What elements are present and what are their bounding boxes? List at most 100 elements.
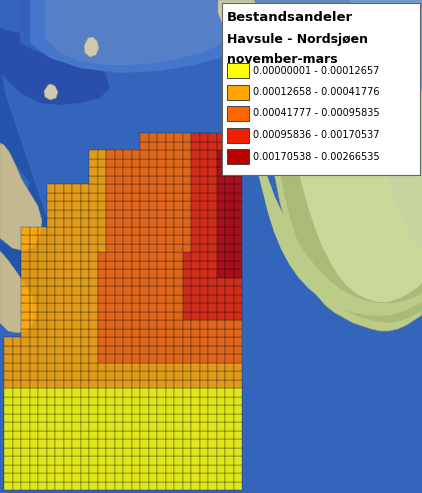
Bar xyxy=(114,430,123,439)
Bar xyxy=(225,286,233,294)
Bar xyxy=(174,448,182,456)
Bar xyxy=(157,294,165,303)
Bar xyxy=(216,482,225,490)
Bar xyxy=(140,414,149,422)
Bar xyxy=(97,244,106,252)
Bar xyxy=(140,430,149,439)
Text: Bestandsandeler: Bestandsandeler xyxy=(227,11,353,24)
Bar xyxy=(233,167,242,176)
Bar xyxy=(89,464,97,473)
Bar xyxy=(140,473,149,482)
Bar xyxy=(208,150,216,159)
Bar xyxy=(89,167,97,176)
Bar xyxy=(46,456,55,464)
Bar xyxy=(132,328,140,337)
Bar xyxy=(72,303,81,312)
Bar xyxy=(225,269,233,278)
Bar xyxy=(89,328,97,337)
Bar xyxy=(21,337,30,346)
Bar xyxy=(132,252,140,260)
Bar xyxy=(4,482,13,490)
Bar xyxy=(63,346,72,354)
Bar xyxy=(174,303,182,312)
Bar xyxy=(140,320,149,328)
Bar xyxy=(191,294,200,303)
Bar xyxy=(132,448,140,456)
Bar xyxy=(174,201,182,210)
Bar xyxy=(165,167,174,176)
Bar xyxy=(182,192,191,201)
Bar xyxy=(89,320,97,328)
Bar xyxy=(38,286,46,294)
Bar xyxy=(21,226,30,235)
Bar xyxy=(123,278,132,286)
Bar xyxy=(233,405,242,414)
Bar xyxy=(106,371,114,380)
Bar xyxy=(140,210,149,218)
Bar xyxy=(38,337,46,346)
Bar xyxy=(89,405,97,414)
Bar xyxy=(123,328,132,337)
Bar xyxy=(89,210,97,218)
Bar xyxy=(200,448,208,456)
Bar xyxy=(216,346,225,354)
Bar xyxy=(132,354,140,362)
Bar xyxy=(174,388,182,396)
Bar xyxy=(72,260,81,269)
Bar xyxy=(114,346,123,354)
Bar xyxy=(123,235,132,244)
Bar xyxy=(46,430,55,439)
Bar xyxy=(46,210,55,218)
Bar xyxy=(182,320,191,328)
Bar xyxy=(216,192,225,201)
Text: 0.00095836 - 0.00170537: 0.00095836 - 0.00170537 xyxy=(253,130,379,140)
Bar xyxy=(132,192,140,201)
Bar xyxy=(114,371,123,380)
Bar xyxy=(140,362,149,371)
Bar xyxy=(233,235,242,244)
Bar xyxy=(38,260,46,269)
Bar xyxy=(89,201,97,210)
Bar xyxy=(225,346,233,354)
Bar xyxy=(140,328,149,337)
Bar xyxy=(106,167,114,176)
Bar xyxy=(123,244,132,252)
Bar xyxy=(157,286,165,294)
Bar xyxy=(140,252,149,260)
Bar xyxy=(216,176,225,184)
Bar xyxy=(97,337,106,346)
Bar xyxy=(208,482,216,490)
Bar xyxy=(216,252,225,260)
Bar xyxy=(182,184,191,192)
Bar xyxy=(21,354,30,362)
Bar xyxy=(225,167,233,176)
Bar xyxy=(21,252,30,260)
Bar xyxy=(114,184,123,192)
Bar xyxy=(225,192,233,201)
Bar xyxy=(182,405,191,414)
Bar xyxy=(89,371,97,380)
Bar xyxy=(13,430,21,439)
Bar xyxy=(46,192,55,201)
Bar xyxy=(132,430,140,439)
Bar xyxy=(72,210,81,218)
Bar xyxy=(200,464,208,473)
Bar xyxy=(89,346,97,354)
Bar xyxy=(233,159,242,167)
Polygon shape xyxy=(0,0,110,105)
Bar xyxy=(149,159,157,167)
Bar xyxy=(149,278,157,286)
Bar xyxy=(225,235,233,244)
Bar xyxy=(140,260,149,269)
Bar xyxy=(208,192,216,201)
Bar xyxy=(97,388,106,396)
Bar xyxy=(132,380,140,388)
Bar xyxy=(191,456,200,464)
Bar xyxy=(222,3,420,175)
Bar xyxy=(182,176,191,184)
Bar xyxy=(97,371,106,380)
Bar xyxy=(63,244,72,252)
Bar xyxy=(123,414,132,422)
Bar xyxy=(55,346,63,354)
Bar xyxy=(21,388,30,396)
